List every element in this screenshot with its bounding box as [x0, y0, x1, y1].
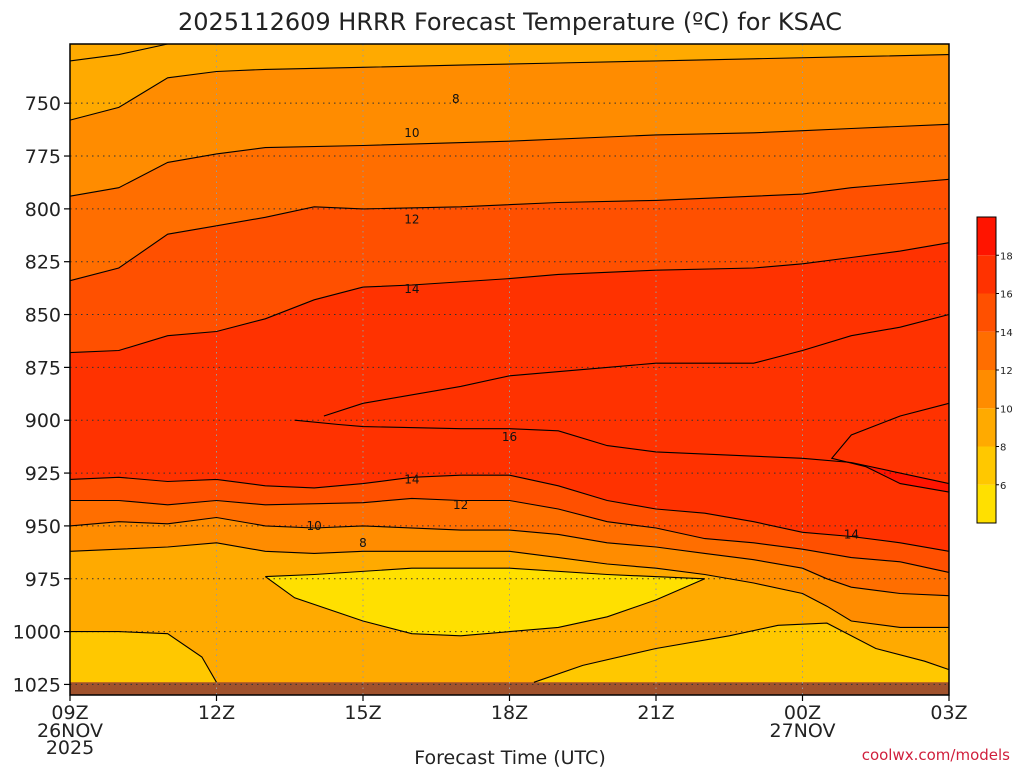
contour-18	[830, 402, 950, 493]
x-tick-label: 18Z	[491, 702, 528, 724]
band-low-6-8-east	[533, 623, 949, 683]
contour-label-0: 8	[452, 92, 460, 106]
contour-labels: 8 10 12 14 16 14 12 10 8 14	[307, 92, 859, 550]
contour-label-3: 14	[404, 282, 419, 296]
contour-label-5: 14	[404, 472, 419, 486]
contour-label-2: 12	[404, 212, 419, 226]
colorbar: 6 8 10 12 14 16 18	[976, 216, 1013, 524]
contour-10	[69, 123, 950, 197]
contour-12	[69, 178, 950, 282]
x-date-label: 27NOV	[769, 720, 835, 742]
y-tick-label: 900	[25, 410, 61, 432]
colorbar-label: 18	[1000, 251, 1013, 262]
contour-label-9: 14	[844, 527, 859, 541]
contour-6-west	[70, 631, 217, 683]
colorbar-label: 16	[1000, 290, 1013, 301]
contour-label-text: 16	[502, 430, 517, 444]
y-tick-label: 750	[25, 93, 61, 115]
x-tick-label: 00Z	[784, 702, 821, 724]
colorbar-label: 14	[1000, 328, 1013, 339]
x-axis-label: Forecast Time (UTC)	[414, 747, 605, 768]
contour-14-low	[69, 474, 950, 552]
x-tick-label: 15Z	[344, 702, 381, 724]
x-tick-label: 03Z	[930, 702, 967, 724]
contour-14	[69, 242, 950, 354]
contour-label-text: 12	[404, 212, 419, 226]
contour-label-text: 8	[452, 92, 460, 106]
contour-label-1: 10	[404, 126, 419, 140]
y-tick-label: 775	[25, 146, 61, 168]
contour-label-text: 12	[453, 498, 468, 512]
band-16-core	[294, 314, 950, 484]
colorbar-swatch-0	[977, 484, 996, 523]
colorbar-swatch-2	[977, 408, 996, 447]
x-tick-label: 09Z	[51, 702, 88, 724]
band-low-6-8	[70, 631, 217, 683]
y-tick-label: 800	[25, 199, 61, 221]
contour-8-upper	[69, 43, 168, 62]
y-tick-label: 825	[25, 252, 61, 274]
contour-label-text: 10	[404, 126, 419, 140]
y-tick-label: 975	[25, 569, 61, 591]
y-tick-label: 950	[25, 516, 61, 538]
contour-12-low	[70, 497, 950, 573]
contour-label-6: 12	[453, 498, 468, 512]
y-tick-label: 875	[25, 357, 61, 379]
y-tick-label: 925	[25, 463, 61, 485]
chart-title: 2025112609 HRRR Forecast Temperature (ºC…	[178, 8, 842, 36]
colorbar-label: 10	[1000, 404, 1013, 415]
contour-label-text: 14	[844, 527, 859, 541]
colorbar-swatch-3	[977, 370, 996, 409]
contour-label-8: 8	[359, 536, 367, 550]
colorbar-swatch-5	[977, 293, 996, 332]
contour-label-text: 14	[404, 472, 419, 486]
contour-6-pool	[264, 567, 706, 637]
x-tick-label: 21Z	[637, 702, 674, 724]
colorbar-label: 12	[1000, 366, 1013, 377]
contour-10-low	[69, 516, 950, 597]
x-date-label: 2025	[46, 737, 94, 759]
y-tick-label: 1000	[13, 622, 61, 644]
contour-8-aloft	[69, 54, 950, 121]
contour-lines	[69, 43, 950, 683]
colorbar-swatch-7	[977, 217, 996, 256]
contour-label-text: 10	[307, 519, 322, 533]
contour-label-7: 10	[307, 519, 322, 533]
contour-label-4: 16	[502, 430, 517, 444]
contour-16-lower	[294, 419, 950, 485]
y-tick-label: 850	[25, 305, 61, 327]
x-tick-label: 12Z	[198, 702, 235, 724]
colorbar-label: 8	[1000, 443, 1006, 454]
contour-label-text: 8	[359, 536, 367, 550]
colorbar-swatch-1	[977, 446, 996, 485]
contour-label-text: 14	[404, 282, 419, 296]
x-date-label: 26NOV	[37, 720, 103, 742]
contour-16	[323, 313, 950, 417]
colorbar-swatch-6	[977, 255, 996, 294]
contour-6-east	[533, 622, 950, 683]
y-axis: 750 775 800 825 850 875 900 925 950 975 1000 1025	[13, 93, 70, 696]
plot-area: 8 10 12 14 16 14 12 10 8 14	[69, 43, 950, 696]
y-tick-label: 1025	[13, 674, 61, 696]
colorbar-swatch-4	[977, 331, 996, 370]
credit-text: coolwx.com/models	[862, 746, 1010, 764]
contour-8-low	[69, 542, 949, 628]
colorbar-label: 6	[1000, 481, 1006, 492]
